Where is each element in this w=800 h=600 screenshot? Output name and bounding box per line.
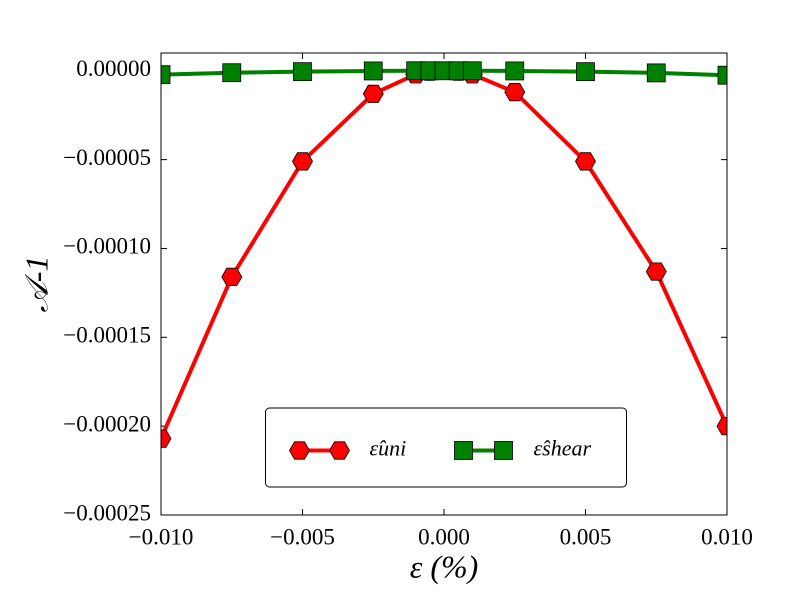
legend-label: ε̂shear <box>534 436 592 461</box>
y-tick-label: −0.00025 <box>63 500 151 525</box>
marker <box>716 417 727 436</box>
y-tick-label: −0.00015 <box>63 323 151 348</box>
marker <box>222 63 242 83</box>
x-tick-label: −0.010 <box>129 524 194 549</box>
legend-box <box>265 407 627 488</box>
marker <box>504 83 526 102</box>
y-tick-label: −0.00020 <box>63 411 151 436</box>
marker <box>646 63 666 83</box>
marker <box>289 441 310 460</box>
marker <box>362 84 384 103</box>
marker <box>462 61 482 81</box>
x-tick-label: −0.005 <box>270 524 335 549</box>
plot-frame <box>160 52 728 516</box>
x-tick-label: 0.005 <box>560 524 612 549</box>
marker <box>717 65 727 85</box>
marker <box>221 267 243 287</box>
marker <box>161 429 172 448</box>
marker <box>505 61 525 81</box>
marker <box>292 152 313 171</box>
y-tick-label: −0.00010 <box>63 234 151 259</box>
marker <box>363 61 383 81</box>
marker <box>161 65 171 85</box>
x-axis-label: ε (%) <box>410 548 479 584</box>
y-tick-label: −0.00005 <box>63 145 151 170</box>
marker <box>293 62 312 82</box>
x-tick-label: 0.000 <box>418 524 470 549</box>
marker <box>329 441 350 460</box>
marker <box>575 152 596 171</box>
y-axis-label: 𝒜-1 <box>18 256 54 313</box>
legend-label: ε̂uni <box>370 436 407 461</box>
plot-area <box>161 61 727 448</box>
y-tick-label: 0.00000 <box>76 56 151 81</box>
marker <box>454 441 473 460</box>
marker <box>645 262 667 281</box>
marker <box>494 441 513 460</box>
marker <box>576 62 595 82</box>
x-tick-label: 0.010 <box>701 524 753 549</box>
series-line <box>161 68 727 440</box>
